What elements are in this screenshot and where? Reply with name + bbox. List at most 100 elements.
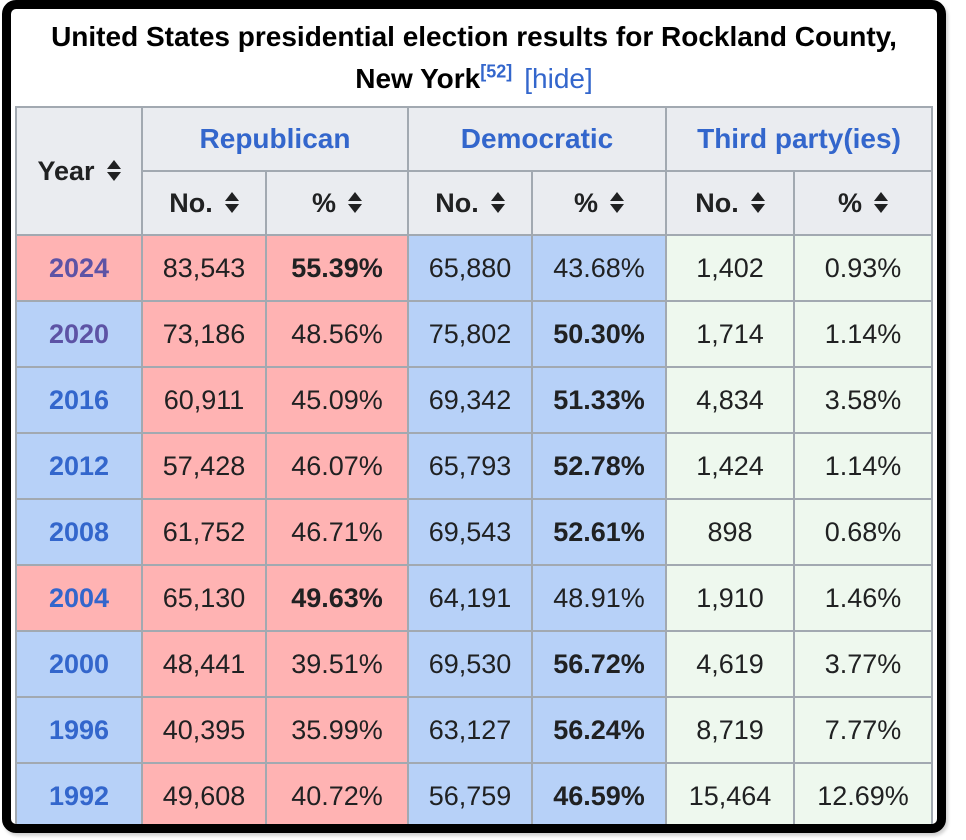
rep-votes-cell: 65,130 <box>141 564 267 632</box>
third-no-label: No. <box>695 187 739 218</box>
sort-icon <box>106 159 121 181</box>
hide-link[interactable]: [hide] <box>524 63 593 94</box>
year-cell: 2008 <box>15 498 143 566</box>
year-cell: 2024 <box>15 234 143 302</box>
title-text: United States presidential election resu… <box>51 21 897 94</box>
third-pct-cell: 3.58% <box>793 366 933 434</box>
third-votes-cell: 15,464 <box>665 762 795 824</box>
third-pct-cell: 0.93% <box>793 234 933 302</box>
column-header-third-no[interactable]: No. <box>665 170 795 236</box>
third-pct-label: % <box>837 187 862 218</box>
rep-pct-cell: 55.39% <box>265 234 409 302</box>
table-row-2000: 2000 48,441 39.51% 69,530 56.72% 4,619 3… <box>15 630 933 698</box>
rep-votes-cell: 60,911 <box>141 366 267 434</box>
year-cell: 2000 <box>15 630 143 698</box>
third-pct-cell: 1.46% <box>793 564 933 632</box>
third-votes-cell: 8,719 <box>665 696 795 764</box>
rep-votes-cell: 83,543 <box>141 234 267 302</box>
year-link[interactable]: 2024 <box>48 252 110 283</box>
year-cell: 2012 <box>15 432 143 500</box>
dem-pct-cell: 48.91% <box>531 564 667 632</box>
dem-no-label: No. <box>435 187 479 218</box>
third-pct-cell: 3.77% <box>793 630 933 698</box>
dem-pct-cell: 46.59% <box>531 762 667 824</box>
table-row-2008: 2008 61,752 46.71% 69,543 52.61% 898 0.6… <box>15 498 933 566</box>
dem-votes-cell: 69,543 <box>407 498 533 566</box>
dem-pct-cell: 51.33% <box>531 366 667 434</box>
year-link[interactable]: 1996 <box>48 714 110 745</box>
third-pct-cell: 1.14% <box>793 432 933 500</box>
column-header-rep-pct[interactable]: % <box>265 170 409 236</box>
rep-pct-cell: 35.99% <box>265 696 409 764</box>
dem-votes-cell: 69,530 <box>407 630 533 698</box>
year-link[interactable]: 2012 <box>48 450 110 481</box>
year-link[interactable]: 2016 <box>48 384 110 415</box>
year-link[interactable]: 2004 <box>48 582 110 613</box>
column-header-rep-no[interactable]: No. <box>141 170 267 236</box>
column-header-third-pct[interactable]: % <box>793 170 933 236</box>
table-row-2004: 2004 65,130 49.63% 64,191 48.91% 1,910 1… <box>15 564 933 632</box>
dem-pct-cell: 50.30% <box>531 300 667 368</box>
table-row-1992: 1992 49,608 40.72% 56,759 46.59% 15,464 … <box>15 762 933 824</box>
sort-icon <box>490 191 505 213</box>
third-pct-cell: 12.69% <box>793 762 933 824</box>
third-pct-cell: 0.68% <box>793 498 933 566</box>
year-link[interactable]: 2020 <box>48 318 110 349</box>
rep-pct-cell: 48.56% <box>265 300 409 368</box>
year-link[interactable]: 2000 <box>48 648 110 679</box>
third-votes-cell: 4,619 <box>665 630 795 698</box>
column-header-dem-pct[interactable]: % <box>531 170 667 236</box>
rep-pct-cell: 49.63% <box>265 564 409 632</box>
rep-votes-cell: 73,186 <box>141 300 267 368</box>
dem-votes-cell: 69,342 <box>407 366 533 434</box>
table-row-2020: 2020 73,186 48.56% 75,802 50.30% 1,714 1… <box>15 300 933 368</box>
dem-pct-cell: 56.24% <box>531 696 667 764</box>
rep-pct-cell: 39.51% <box>265 630 409 698</box>
rep-pct-cell: 46.71% <box>265 498 409 566</box>
dem-votes-cell: 65,880 <box>407 234 533 302</box>
table-row-2016: 2016 60,911 45.09% 69,342 51.33% 4,834 3… <box>15 366 933 434</box>
rep-votes-cell: 57,428 <box>141 432 267 500</box>
column-header-year[interactable]: Year <box>15 106 143 236</box>
sort-icon <box>750 191 765 213</box>
table-row-2012: 2012 57,428 46.07% 65,793 52.78% 1,424 1… <box>15 432 933 500</box>
dem-votes-cell: 64,191 <box>407 564 533 632</box>
rep-votes-cell: 40,395 <box>141 696 267 764</box>
third-votes-cell: 1,714 <box>665 300 795 368</box>
rep-votes-cell: 48,441 <box>141 630 267 698</box>
rep-pct-cell: 46.07% <box>265 432 409 500</box>
rep-pct-cell: 40.72% <box>265 762 409 824</box>
sort-icon <box>224 191 239 213</box>
dem-votes-cell: 65,793 <box>407 432 533 500</box>
year-cell: 2020 <box>15 300 143 368</box>
year-header-label: Year <box>37 155 95 186</box>
sub-header-row: No. % No. % No. % <box>16 170 933 236</box>
dem-votes-cell: 56,759 <box>407 762 533 824</box>
third-pct-cell: 1.14% <box>793 300 933 368</box>
dem-pct-cell: 43.68% <box>531 234 667 302</box>
dem-pct-label: % <box>573 187 598 218</box>
dem-pct-cell: 52.61% <box>531 498 667 566</box>
column-group-republican: Republican <box>141 106 409 172</box>
year-link[interactable]: 1992 <box>48 780 110 811</box>
sort-icon <box>874 191 888 213</box>
year-cell: 2016 <box>15 366 143 434</box>
dem-pct-cell: 56.72% <box>531 630 667 698</box>
year-link[interactable]: 2008 <box>48 516 110 547</box>
rep-votes-cell: 61,752 <box>141 498 267 566</box>
third-votes-cell: 898 <box>665 498 795 566</box>
column-header-dem-no[interactable]: No. <box>407 170 533 236</box>
third-votes-cell: 1,424 <box>665 432 795 500</box>
table-title: United States presidential election resu… <box>11 14 937 104</box>
group-header-row: Year Republican Democratic Third party(i… <box>15 106 933 236</box>
column-group-third-party: Third party(ies) <box>665 106 933 172</box>
sort-icon <box>610 191 624 213</box>
reference-link[interactable]: [52] <box>480 61 513 82</box>
dem-pct-cell: 52.78% <box>531 432 667 500</box>
table-row-1996: 1996 40,395 35.99% 63,127 56.24% 8,719 7… <box>15 696 933 764</box>
rep-pct-cell: 45.09% <box>265 366 409 434</box>
sort-icon <box>348 191 362 213</box>
rep-no-label: No. <box>169 187 213 218</box>
year-cell: 1992 <box>15 762 143 824</box>
year-cell: 2004 <box>15 564 143 632</box>
